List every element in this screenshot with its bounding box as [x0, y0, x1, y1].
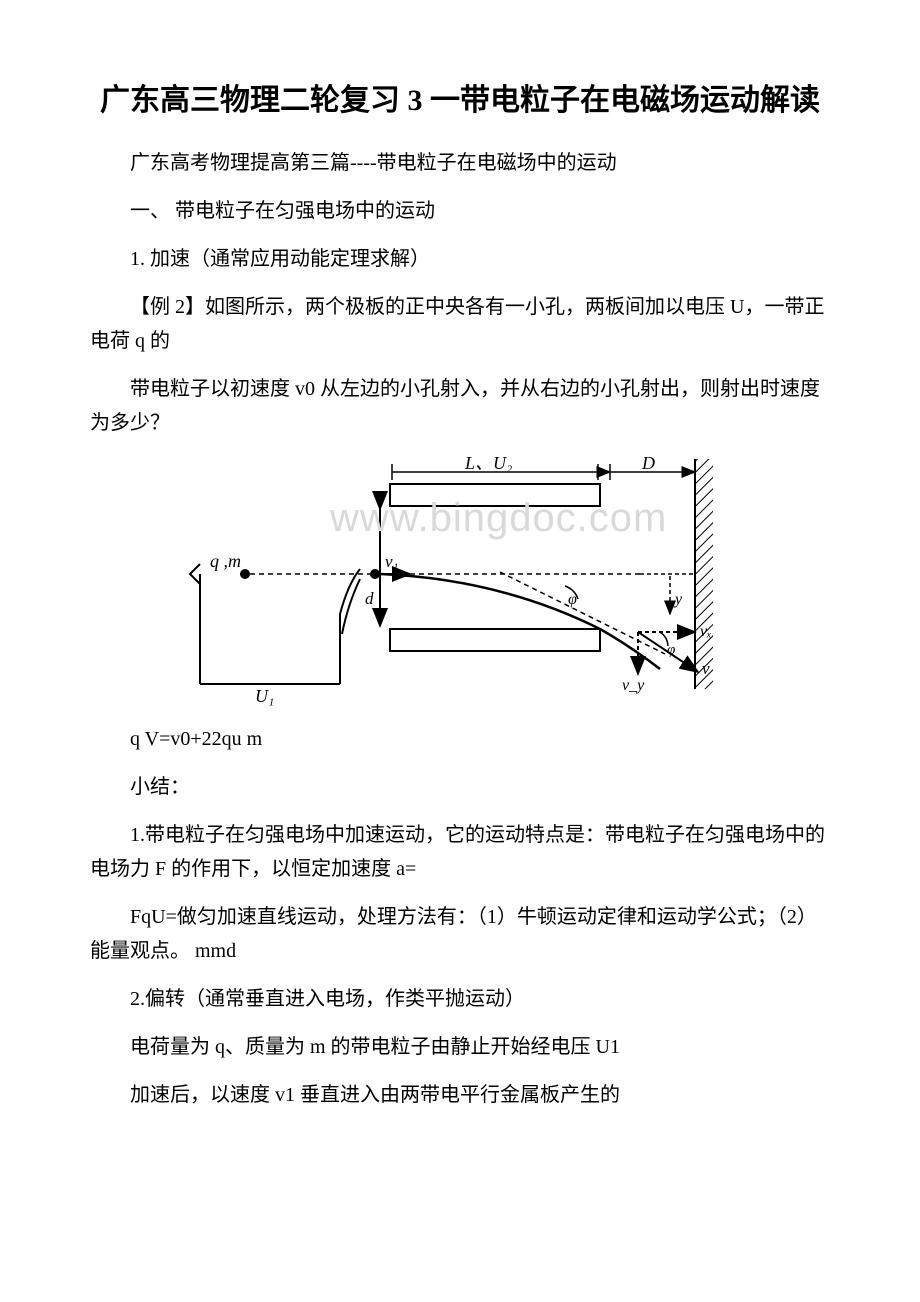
- paragraph-example2b: 带电粒子以初速度 v0 从左边的小孔射入，并从右边的小孔射出，则射出时速度为多少…: [90, 372, 830, 440]
- label-v1: v₁: [385, 552, 398, 571]
- paragraph-summary1b: FqU=做匀加速直线运动，处理方法有：（1）牛顿运动定律和运动学公式；（2）能量…: [90, 900, 830, 968]
- label-v: v: [702, 659, 710, 678]
- paragraph-example2a: 【例 2】如图所示，两个极板的正中央各有一小孔，两板间加以电压 U，一带正电荷 …: [90, 290, 830, 358]
- paragraph-formula: q V=v0+22qu m: [90, 722, 830, 756]
- paragraph-item2: 2.偏转（通常垂直进入电场，作类平抛运动）: [90, 982, 830, 1016]
- label-D: D: [641, 454, 655, 473]
- physics-diagram: www.bingdoc.com: [170, 454, 730, 714]
- label-vx: vₓ: [700, 623, 712, 640]
- label-phi2: φ: [667, 642, 675, 658]
- watermark-text: www.bingdoc.com: [330, 496, 667, 541]
- label-phi1: φ: [568, 591, 577, 608]
- paragraph-section1: 一、 带电粒子在匀强电场中的运动: [90, 194, 830, 228]
- paragraph-summary1: 1.带电粒子在匀强电场中加速运动，它的运动特点是：带电粒子在匀强电场中的电场力 …: [90, 818, 830, 886]
- label-d: d: [365, 589, 374, 608]
- label-U1: U₁: [255, 686, 274, 706]
- label-y: y: [673, 591, 683, 608]
- paragraph-item1: 1. 加速（通常应用动能定理求解）: [90, 242, 830, 276]
- label-LU2: L、U₂: [464, 454, 512, 473]
- paragraph-summary-heading: 小结：: [90, 770, 830, 804]
- label-qm: q ,m: [210, 551, 241, 571]
- paragraph-desc2: 加速后，以速度 v1 垂直进入由两带电平行金属板产生的: [90, 1078, 830, 1112]
- label-vy: v_y: [622, 677, 645, 694]
- diagram-svg: q ,m U₁ v₁ d L、U₂ D φ y vₓ v_y v φ: [170, 454, 730, 714]
- paragraph-desc1: 电荷量为 q、质量为 m 的带电粒子由静止开始经电压 U1: [90, 1030, 830, 1064]
- paragraph-intro: 广东高考物理提高第三篇----带电粒子在电磁场中的运动: [90, 146, 830, 180]
- page-title: 广东高三物理二轮复习 3 一带电粒子在电磁场运动解读: [90, 80, 830, 122]
